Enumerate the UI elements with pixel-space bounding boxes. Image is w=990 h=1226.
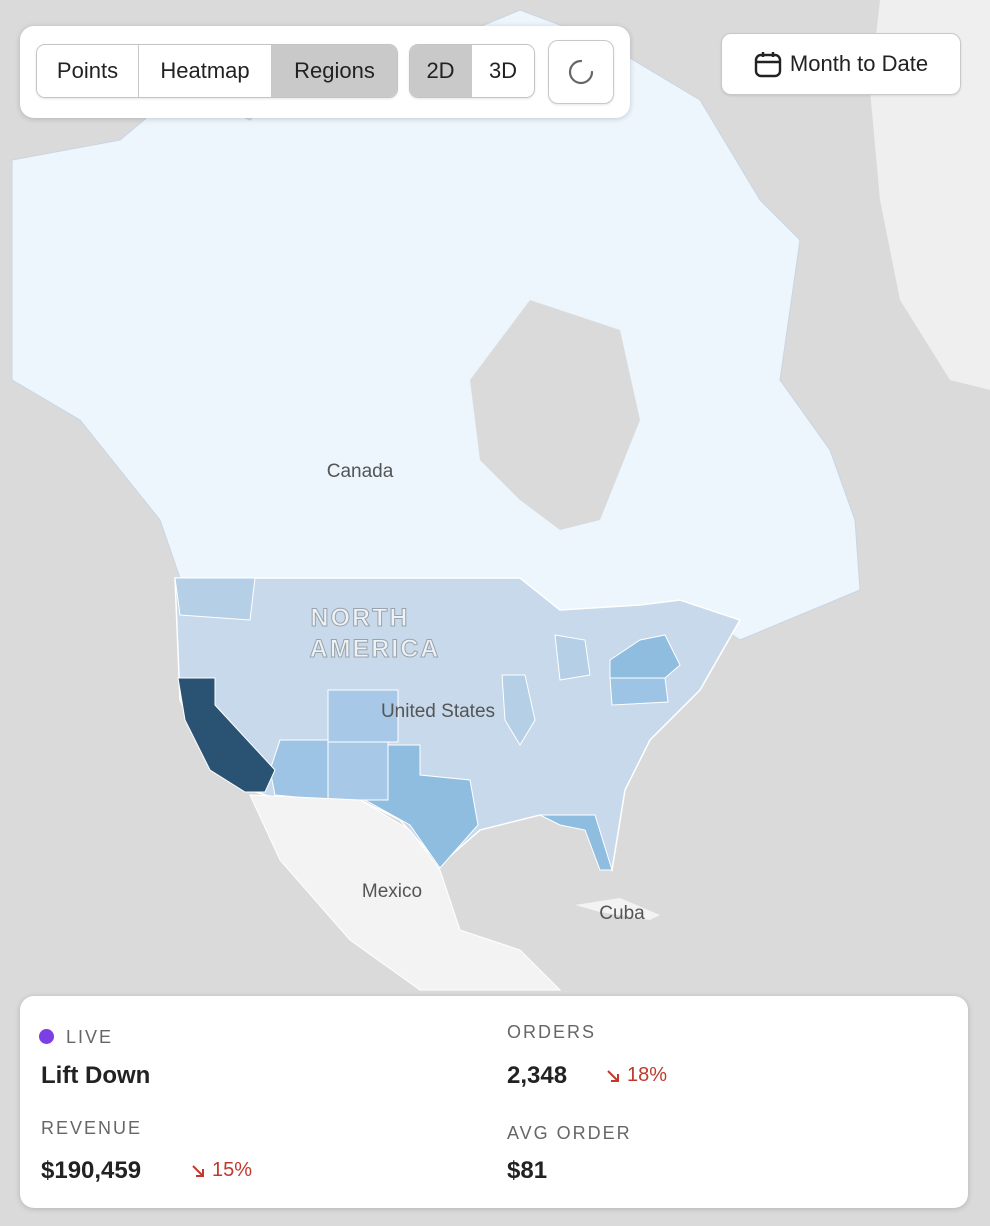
new-mexico: [327, 741, 389, 801]
region-label: AMERICA: [310, 635, 441, 663]
michigan: [554, 634, 591, 681]
metric-change-text: 18%: [627, 1064, 668, 1086]
metric-value: $190,459: [41, 1157, 142, 1184]
view-mode: Points Heatmap Regions: [36, 44, 398, 98]
metric-change-text: 15%: [212, 1159, 253, 1181]
map-label: Canada: [327, 461, 394, 482]
calendar-icon: [754, 52, 782, 78]
date-range-button[interactable]: Month to Date: [721, 33, 961, 95]
metric-change: 18%: [605, 1064, 667, 1087]
california: [177, 677, 276, 793]
down-arrow: [607, 1069, 619, 1082]
live-dot: [39, 1029, 54, 1044]
pennsylvania: [609, 677, 669, 706]
metric-caption: AVG ORDER: [507, 1123, 632, 1143]
map-label: United States: [381, 701, 495, 722]
texas: [363, 744, 479, 869]
refresh-button[interactable]: [548, 40, 614, 104]
hudson-bay: [470, 300, 640, 530]
metric-caption: ORDERS: [507, 1022, 597, 1042]
map-label: Mexico: [362, 881, 422, 902]
greenland: [870, 0, 990, 390]
toolbar: Points Heatmap Regions 2D 3D: [20, 26, 630, 118]
washington: [174, 577, 256, 621]
store-name: Lift Down: [41, 1062, 151, 1089]
live-label: LIVE: [66, 1027, 114, 1047]
cuba: [575, 898, 660, 920]
mexico: [249, 794, 562, 991]
mode-button[interactable]: Heatmap: [139, 45, 272, 97]
metric-caption: REVENUE: [41, 1118, 143, 1138]
date-range-label: Month to Date: [789, 51, 929, 76]
dimension-button[interactable]: 2D: [410, 45, 472, 97]
map-label: Cuba: [599, 903, 645, 924]
region-label: NORTH: [311, 604, 410, 632]
illinois: [501, 674, 536, 746]
spinner-icon: [568, 59, 594, 85]
stats-card: LIVE Lift Down REVENUE $190,459 15% ORDE…: [20, 996, 968, 1208]
down-arrow: [192, 1164, 204, 1177]
colorado: [327, 689, 399, 743]
metric-change: 15%: [190, 1159, 252, 1182]
mode-button[interactable]: Points: [37, 45, 139, 97]
dimension: 2D 3D: [409, 44, 535, 98]
dimension-button[interactable]: 3D: [472, 45, 534, 97]
arizona: [269, 739, 329, 801]
metric-value: $81: [507, 1157, 548, 1184]
mode-button[interactable]: Regions: [272, 45, 397, 97]
florida: [539, 814, 613, 871]
metric-value: 2,348: [507, 1062, 568, 1089]
